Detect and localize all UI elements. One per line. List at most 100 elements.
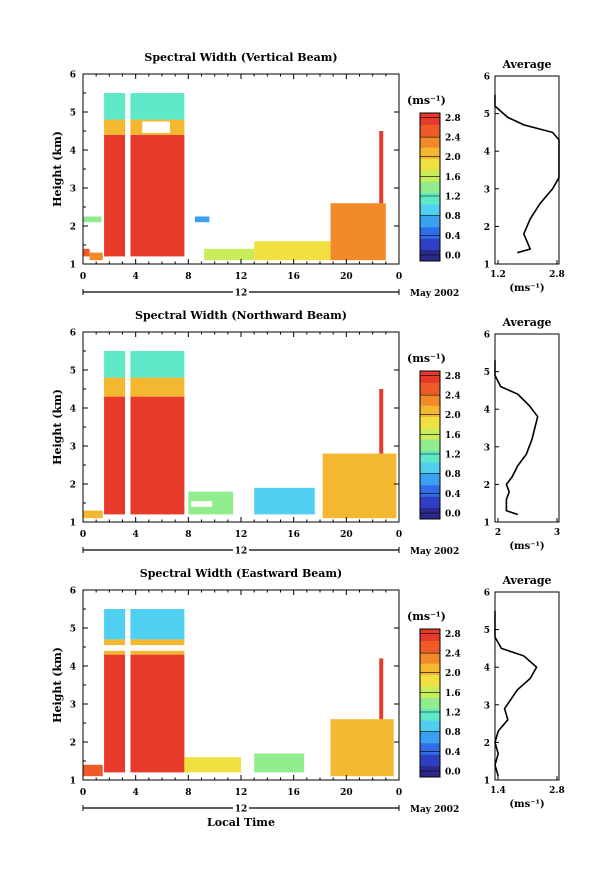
data-cell xyxy=(104,93,185,120)
colorbar-swatch xyxy=(420,450,440,463)
colorbar-unit: (ms⁻¹) xyxy=(407,610,446,623)
data-cell xyxy=(104,377,185,397)
profile-x-tick-label: 3 xyxy=(554,528,560,538)
x-tick-label: 20 xyxy=(340,788,353,798)
colorbar-tick-label: 0.0 xyxy=(445,252,461,262)
date-label: May 2002 xyxy=(410,805,459,815)
data-gap xyxy=(190,501,213,507)
colorbar-tick-label: 1.2 xyxy=(445,451,461,461)
panel-title: Spectral Width (Northward Beam) xyxy=(135,309,347,322)
colorbar-tick-label: 1.2 xyxy=(445,709,461,719)
profile-y-tick-label: 3 xyxy=(484,185,490,195)
data-cell xyxy=(184,757,241,773)
colorbar-tick-label: 0.0 xyxy=(445,768,461,778)
y-tick-label: 2 xyxy=(70,223,76,233)
x-tick-label: 12 xyxy=(235,272,248,282)
data-cell xyxy=(130,134,185,257)
data-gap xyxy=(125,609,131,773)
y-tick-label: 4 xyxy=(70,147,76,157)
colorbar-frame xyxy=(419,370,441,520)
x-tick-label: 0 xyxy=(80,272,86,282)
colorbar-swatch xyxy=(420,754,440,767)
colorbar-unit: (ms⁻¹) xyxy=(407,352,446,365)
profile-y-tick-label: 2 xyxy=(484,481,490,491)
y-tick-label: 1 xyxy=(70,519,76,529)
x-tick-label: 16 xyxy=(287,788,300,798)
profile-y-tick-label: 6 xyxy=(484,331,490,341)
colorbar-swatch xyxy=(420,629,440,641)
data-cell xyxy=(330,719,394,777)
data-cell xyxy=(83,510,103,519)
panel-3: Spectral Width (Eastward Beam)123456Heig… xyxy=(51,567,565,815)
panel-2: Spectral Width (Northward Beam)123456Hei… xyxy=(51,309,560,557)
profile-y-tick-label: 4 xyxy=(484,148,490,158)
x-tick-label: 16 xyxy=(287,530,300,540)
x-tick-label: 12 xyxy=(235,530,248,540)
x-tick-label: 20 xyxy=(340,272,353,282)
data-cell xyxy=(104,396,126,515)
profile-y-tick-label: 4 xyxy=(484,406,490,416)
colorbar-swatch xyxy=(420,215,440,228)
y-tick-label: 3 xyxy=(70,443,76,453)
colorbar-tick-label: 0.8 xyxy=(445,212,461,222)
y-axis-label: Height (km) xyxy=(51,389,64,465)
x-tick-label: 12 xyxy=(235,788,248,798)
colorbar-tick-label: 1.6 xyxy=(445,431,461,441)
profile-x-label: (ms⁻¹) xyxy=(509,799,544,810)
data-cell xyxy=(130,396,185,515)
x-tick-label: 0 xyxy=(80,530,86,540)
profile-x-tick-label: 2.8 xyxy=(549,786,565,796)
colorbar-swatch xyxy=(420,158,440,171)
day-label-bg xyxy=(233,545,249,555)
colorbar-tick-label: 0.4 xyxy=(445,490,461,500)
data-gap xyxy=(125,351,131,515)
colorbar-tick-label: 2.0 xyxy=(445,153,461,163)
x-axis-label-local-time: Local Time xyxy=(207,816,275,829)
colorbar-swatch xyxy=(420,124,440,137)
colorbar-swatch xyxy=(420,113,440,125)
colorbar-unit: (ms⁻¹) xyxy=(407,94,446,107)
y-tick-label: 5 xyxy=(70,109,76,119)
colorbar-swatch xyxy=(420,765,440,778)
profile-frame xyxy=(494,75,560,265)
profile-y-tick-label: 1 xyxy=(484,519,490,529)
panel-title: Spectral Width (Vertical Beam) xyxy=(144,51,337,64)
colorbar-swatch xyxy=(420,382,440,395)
colorbar-swatch xyxy=(420,226,440,239)
colorbar-swatch xyxy=(420,181,440,194)
day-label: 12 xyxy=(235,289,248,299)
data-cell xyxy=(254,753,305,773)
profile-y-tick-label: 3 xyxy=(484,443,490,453)
colorbar-swatch xyxy=(420,416,440,429)
colorbar-tick-label: 2.8 xyxy=(445,630,461,640)
y-tick-label: 2 xyxy=(70,481,76,491)
profile-y-tick-label: 1 xyxy=(484,261,490,271)
profile-title: Average xyxy=(501,316,551,329)
profile-y-tick-label: 4 xyxy=(484,664,490,674)
colorbar-swatch xyxy=(420,192,440,205)
x-tick-label: 8 xyxy=(185,788,191,798)
colorbar-tick-label: 1.2 xyxy=(445,193,461,203)
colorbar-swatch xyxy=(420,651,440,664)
x-tick-label: 4 xyxy=(133,530,139,540)
data-gap xyxy=(142,121,170,133)
colorbar-swatch xyxy=(420,484,440,497)
colorbar-tick-label: 0.8 xyxy=(445,728,461,738)
x-tick-label: 0 xyxy=(396,788,402,798)
y-tick-label: 1 xyxy=(70,261,76,271)
colorbar-swatch xyxy=(420,708,440,721)
profile-title: Average xyxy=(501,58,551,71)
colorbar-swatch xyxy=(420,685,440,698)
day-label-bg xyxy=(233,803,249,813)
colorbar-tick-label: 2.8 xyxy=(445,114,461,124)
colorbar-swatch xyxy=(420,405,440,418)
colorbar-tick-label: 1.6 xyxy=(445,173,461,183)
colorbar-swatch xyxy=(420,731,440,744)
data-cell xyxy=(379,389,384,454)
colorbar-swatch xyxy=(420,238,440,251)
colorbar-swatch xyxy=(420,204,440,216)
colorbar-swatch xyxy=(420,507,440,520)
data-cell xyxy=(83,764,103,777)
data-cell xyxy=(322,453,397,519)
colorbar-tick-label: 0.8 xyxy=(445,470,461,480)
